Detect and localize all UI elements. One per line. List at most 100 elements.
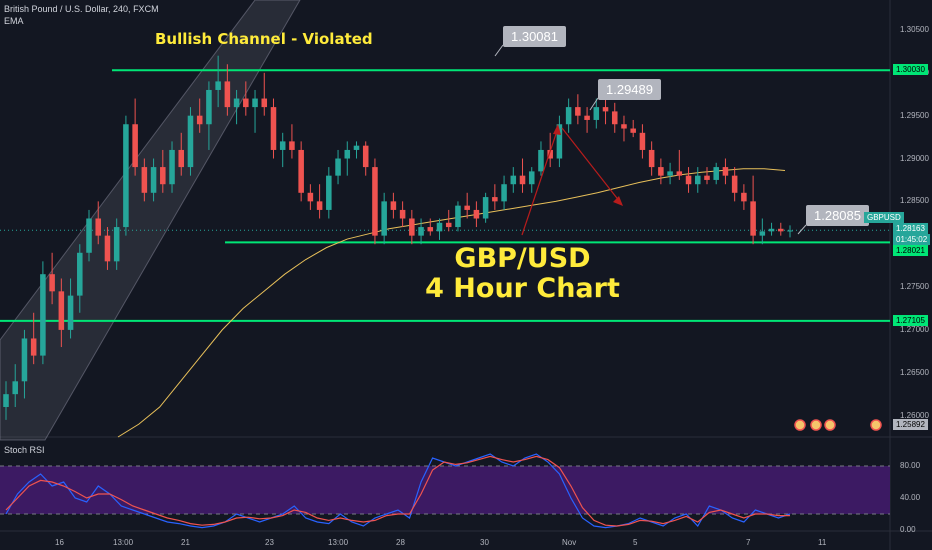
stoch-d-line	[5, 455, 790, 527]
price-tag: 1.28163	[893, 223, 928, 235]
stoch-k-line	[5, 453, 791, 529]
candle-body	[132, 124, 138, 168]
time-tick: Nov	[562, 538, 577, 547]
candle-body	[30, 338, 37, 356]
candle-body	[215, 81, 221, 90]
candle-body	[243, 98, 249, 108]
price-tag: 1.25892	[893, 419, 928, 430]
indicator-label-stoch-rsi: Stoch RSI	[4, 445, 45, 455]
rsi-tick: 0.00	[900, 525, 916, 534]
price-tick: 1.26000	[900, 410, 929, 420]
time-tick: 11	[818, 538, 827, 547]
arrow-up-line	[521, 127, 559, 236]
candle-body	[722, 167, 729, 176]
rsi-tick: 40.00	[900, 493, 921, 502]
rsi-band	[0, 466, 890, 514]
ema-line	[117, 168, 786, 438]
candle-body	[12, 381, 18, 395]
event-marker-3	[870, 419, 882, 431]
callout-mid: 1.29489	[598, 79, 661, 100]
candle-body	[353, 145, 360, 150]
candle-body	[95, 218, 102, 236]
candle-body	[667, 171, 673, 176]
indicator-label-ema: EMA	[4, 16, 24, 26]
candle-body	[547, 149, 553, 159]
arrow-up-head	[553, 124, 561, 135]
candle-body	[621, 124, 627, 129]
candle-body	[455, 205, 461, 228]
candle-body	[279, 141, 286, 150]
candle-body	[658, 167, 664, 176]
candle-body	[482, 197, 489, 219]
candle-body	[639, 132, 646, 150]
candle-body	[741, 192, 747, 202]
candle-body	[298, 149, 304, 193]
candle-body	[648, 149, 655, 168]
candle-body	[123, 124, 129, 228]
candle-body	[67, 295, 74, 330]
time-tick: 7	[746, 538, 751, 547]
price-tag: 1.27105	[893, 314, 928, 326]
candle-body	[399, 209, 406, 219]
time-tick: 30	[480, 538, 489, 547]
event-marker-1	[810, 419, 822, 431]
candle-body	[768, 228, 775, 232]
candle-body	[528, 171, 535, 185]
candle-body	[409, 218, 415, 236]
callout-high-leader	[494, 44, 504, 57]
candle-body	[778, 228, 784, 232]
price-tick: 1.29500	[900, 110, 929, 120]
candle-body	[224, 81, 231, 108]
candle-body	[316, 201, 323, 210]
candle-body	[206, 89, 212, 125]
price-tag: 01:45:02	[893, 234, 931, 246]
candle-body	[519, 175, 526, 185]
candle-body	[473, 209, 480, 219]
candle-body	[565, 107, 572, 125]
candle-body	[685, 175, 692, 185]
candle-body	[326, 175, 332, 210]
candle-body	[556, 124, 563, 159]
callout-low: 1.28085	[806, 205, 869, 226]
price-tag: GBPUSD	[864, 212, 904, 224]
candle-body	[787, 230, 793, 232]
candle-body	[390, 201, 397, 210]
candle-body	[372, 167, 378, 236]
candle-body	[445, 222, 452, 228]
candle-body	[713, 167, 719, 180]
candle-body	[21, 338, 28, 382]
price-tick: 1.26500	[900, 367, 929, 377]
candle-body	[427, 227, 434, 232]
candle-body	[759, 231, 766, 236]
candle-body	[86, 218, 92, 253]
candle-body	[381, 201, 387, 236]
candle-body	[150, 167, 157, 193]
price-tick: 1.27000	[900, 324, 929, 334]
price-tag: 1.28021	[893, 245, 928, 257]
candle-body	[611, 111, 618, 125]
candle-body	[584, 115, 590, 120]
chart-title-timeframe: 4 Hour Chart	[425, 273, 620, 304]
candle-body	[492, 197, 498, 202]
candle-body	[77, 252, 83, 296]
candle-body	[418, 227, 424, 236]
candle-body	[3, 394, 9, 408]
candle-body	[160, 167, 166, 185]
candle-body	[575, 107, 581, 116]
candle-body	[676, 171, 683, 176]
candle-body	[501, 184, 507, 202]
candle-body	[436, 222, 443, 232]
candle-body	[593, 107, 600, 120]
price-tick: 1.30500	[900, 24, 929, 34]
bullish-channel	[0, 0, 301, 441]
candle-body	[40, 274, 46, 356]
candle-body	[58, 291, 65, 330]
event-marker-2	[824, 419, 836, 431]
callout-mid-leader	[589, 97, 599, 111]
price-tick: 1.29000	[900, 153, 929, 163]
time-tick: 21	[181, 538, 190, 547]
channel-annotation: Bullish Channel - Violated	[155, 30, 373, 48]
price-tick: 1.28500	[900, 196, 929, 206]
